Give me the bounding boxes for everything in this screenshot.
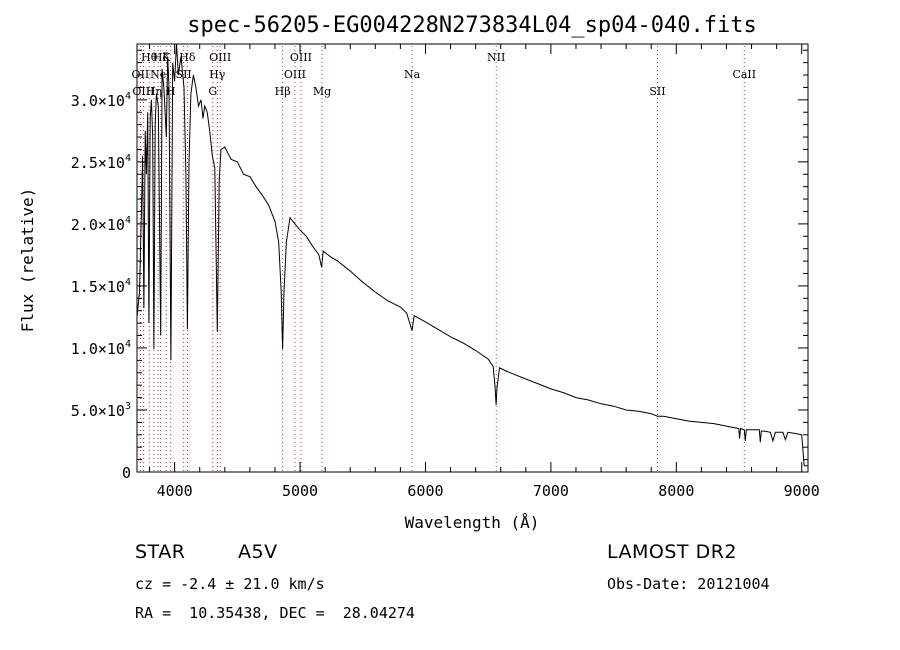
survey-release: LAMOST DR2 <box>607 541 737 563</box>
redshift-text: cz = -2.4 ± 21.0 km/s <box>135 575 325 593</box>
spectral-line-label: OII <box>132 68 150 81</box>
y-tick-label: 2.0×104 <box>71 215 131 234</box>
object-class: STAR <box>135 541 186 563</box>
spectral-line-label: Hβ <box>275 85 291 98</box>
object-subclass: A5V <box>238 541 278 563</box>
y-tick-label: 0 <box>122 464 131 482</box>
spectral-line-label: Ne <box>150 68 166 81</box>
y-tick-label: 2.5×104 <box>71 153 131 172</box>
line-markers <box>139 46 745 472</box>
spectral-line-label: OIII <box>132 85 154 98</box>
spectral-line-label: Hθ <box>141 51 158 64</box>
spectral-line-label: OIII <box>290 51 312 64</box>
spectral-line-label: Hγ <box>209 68 226 81</box>
y-tick-label: 1.0×104 <box>71 339 131 358</box>
x-axis: 4000 5000 6000 7000 8000 9000 <box>149 44 820 500</box>
spectral-line-label: H <box>166 85 176 98</box>
coordinates-text: RA = 10.35438, DEC = 28.04274 <box>135 604 415 622</box>
x-tick-label: 8000 <box>658 482 694 500</box>
spectral-line-label: OIII <box>284 68 306 81</box>
spectral-line-label: Hζ <box>153 51 169 64</box>
x-tick-label: 4000 <box>157 482 193 500</box>
line-labels: OIIOIIIHθHηNeHζKHSIIHδGHγOIIIHβOIIIOIIIM… <box>132 51 757 98</box>
y-tick-label: 1.5×104 <box>71 277 131 296</box>
x-tick-label: 6000 <box>407 482 443 500</box>
spectral-line-label: Hδ <box>179 51 196 64</box>
x-tick-label: 7000 <box>533 482 569 500</box>
spectral-line-label: NII <box>487 51 505 64</box>
spectral-line-label: SII <box>176 68 192 81</box>
spectrum-line <box>136 43 808 467</box>
y-axis-label: Flux (relative) <box>18 188 37 333</box>
obs-date-text: Obs-Date: 20121004 <box>607 575 770 593</box>
x-tick-label: 5000 <box>282 482 318 500</box>
spectral-line-label: Na <box>404 68 421 81</box>
spectral-line-label: SII <box>649 85 665 98</box>
y-axis: 0 5.0×103 1.0×104 1.5×104 2.0×104 2.5×104 3.0×… <box>71 49 808 482</box>
chart-title: spec-56205-EG004228N273834L04_sp04-040.f… <box>187 13 757 38</box>
y-tick-label: 5.0×103 <box>71 401 131 420</box>
spectral-line-label: Mg <box>313 85 331 98</box>
y-tick-label: 3.0×104 <box>71 91 131 110</box>
x-axis-label: Wavelength (Å) <box>405 513 540 532</box>
spectral-line-label: CaII <box>732 68 756 81</box>
spectral-line-label: K <box>162 51 171 64</box>
spectral-line-label: Hη <box>146 85 162 98</box>
x-tick-label: 9000 <box>784 482 820 500</box>
spectral-line-label: OIII <box>209 51 231 64</box>
plot-frame <box>136 43 809 473</box>
spectral-line-label: G <box>208 85 217 98</box>
